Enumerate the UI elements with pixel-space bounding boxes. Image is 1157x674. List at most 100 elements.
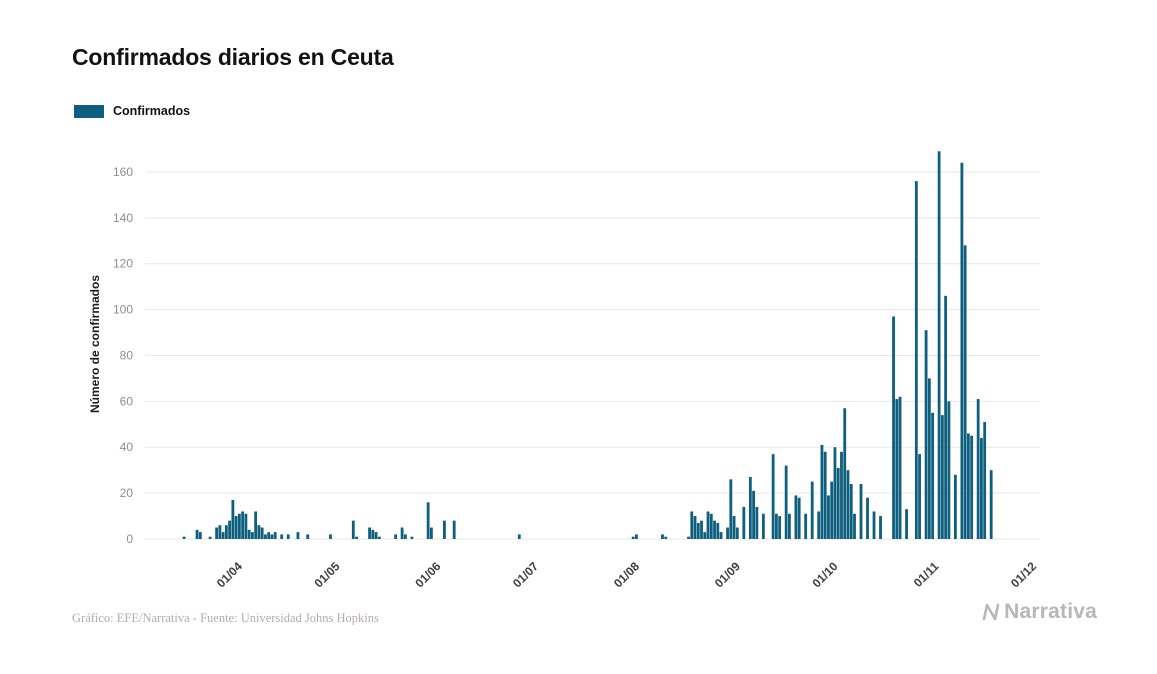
- y-axis-title: Número de confirmados: [88, 275, 102, 413]
- bar: [709, 513, 713, 539]
- bar: [264, 534, 267, 539]
- bar: [631, 536, 635, 539]
- bar: [377, 536, 381, 539]
- bar: [664, 536, 668, 539]
- x-tick-label: 01/05: [311, 559, 342, 590]
- source-credit: Gráfico: EFE/Narrativa - Fuente: Univers…: [72, 611, 379, 625]
- bar: [742, 506, 746, 539]
- bar: [430, 527, 433, 539]
- bar: [976, 399, 980, 539]
- bar: [823, 451, 827, 539]
- bar: [273, 532, 277, 539]
- x-tick-label: 01/12: [1008, 559, 1039, 590]
- bar: [918, 454, 921, 539]
- bar: [280, 534, 284, 539]
- bar: [849, 483, 853, 539]
- bar: [817, 511, 821, 539]
- bar: [400, 527, 404, 539]
- bar: [846, 470, 850, 539]
- bar: [351, 520, 355, 539]
- bar: [833, 447, 837, 539]
- bar: [355, 536, 358, 539]
- bar: [443, 520, 446, 539]
- bar: [726, 527, 729, 539]
- bar: [182, 536, 186, 539]
- y-tick-label: 80: [120, 348, 134, 362]
- bar: [706, 511, 710, 539]
- bar: [368, 527, 371, 539]
- bar: [944, 295, 948, 539]
- y-tick-label: 20: [120, 486, 134, 500]
- bar: [247, 529, 251, 539]
- bar: [231, 500, 235, 539]
- bar: [198, 532, 202, 539]
- bar: [267, 532, 271, 539]
- x-tick-label: 01/08: [611, 559, 642, 590]
- bar: [452, 520, 456, 539]
- bar: [872, 511, 876, 539]
- bar: [859, 483, 863, 539]
- bar: [410, 536, 414, 539]
- bar: [960, 162, 964, 539]
- narrativa-logo: Narrativa: [979, 600, 1097, 624]
- bar: [270, 534, 274, 539]
- bar: [729, 479, 733, 539]
- bar: [254, 511, 258, 539]
- bar: [892, 316, 895, 539]
- bar: [687, 536, 690, 539]
- bar: [953, 474, 957, 539]
- narrativa-logo-icon: [982, 603, 1000, 621]
- bar: [927, 378, 931, 539]
- bar: [732, 516, 736, 539]
- bar: [251, 532, 254, 539]
- bar: [836, 467, 840, 539]
- x-tick-label: 01/04: [214, 559, 245, 590]
- bar: [940, 415, 944, 539]
- bar: [778, 516, 782, 539]
- y-tick-label: 40: [120, 440, 134, 454]
- bar: [700, 520, 703, 539]
- bar: [983, 422, 987, 539]
- bar: [244, 513, 248, 539]
- bar: [241, 511, 245, 539]
- bar: [228, 520, 232, 539]
- y-tick-label: 100: [113, 303, 133, 317]
- bar: [635, 534, 638, 539]
- bar: [761, 513, 765, 539]
- bar: [895, 399, 899, 539]
- legend-label: Confirmados: [113, 104, 191, 118]
- legend: Confirmados: [74, 104, 190, 118]
- bar: [234, 516, 238, 539]
- bar: [693, 516, 697, 539]
- bar: [914, 181, 918, 539]
- bar: [716, 522, 720, 539]
- bar: [898, 396, 902, 539]
- bar: [237, 513, 241, 539]
- bar: [195, 529, 199, 539]
- y-tick-label: 160: [113, 165, 133, 179]
- bar: [403, 534, 407, 539]
- bar: [771, 454, 775, 539]
- x-tick-label: 01/09: [712, 559, 743, 590]
- bar: [980, 438, 983, 539]
- y-tick-label: 140: [113, 211, 133, 225]
- y-tick-label: 120: [113, 257, 133, 271]
- bar: [696, 522, 700, 539]
- bar: [810, 481, 814, 539]
- bar: [879, 516, 882, 539]
- bar: [774, 513, 778, 539]
- bar: [967, 433, 970, 539]
- bar: [820, 444, 824, 539]
- bar: [827, 495, 830, 539]
- y-tick-label: 0: [126, 532, 133, 546]
- y-tick-label: 60: [120, 394, 134, 408]
- bar-chart: 0 20 40 60 80 100 120 140 160 Número de confirmad…: [88, 151, 1040, 590]
- bar: [426, 502, 430, 539]
- bar: [755, 506, 759, 539]
- x-tick-label: 01/07: [510, 559, 541, 590]
- bar: [853, 513, 856, 539]
- x-tick-label: 01/06: [412, 559, 443, 590]
- bar: [788, 513, 791, 539]
- bar: [866, 497, 869, 539]
- bar: [804, 513, 808, 539]
